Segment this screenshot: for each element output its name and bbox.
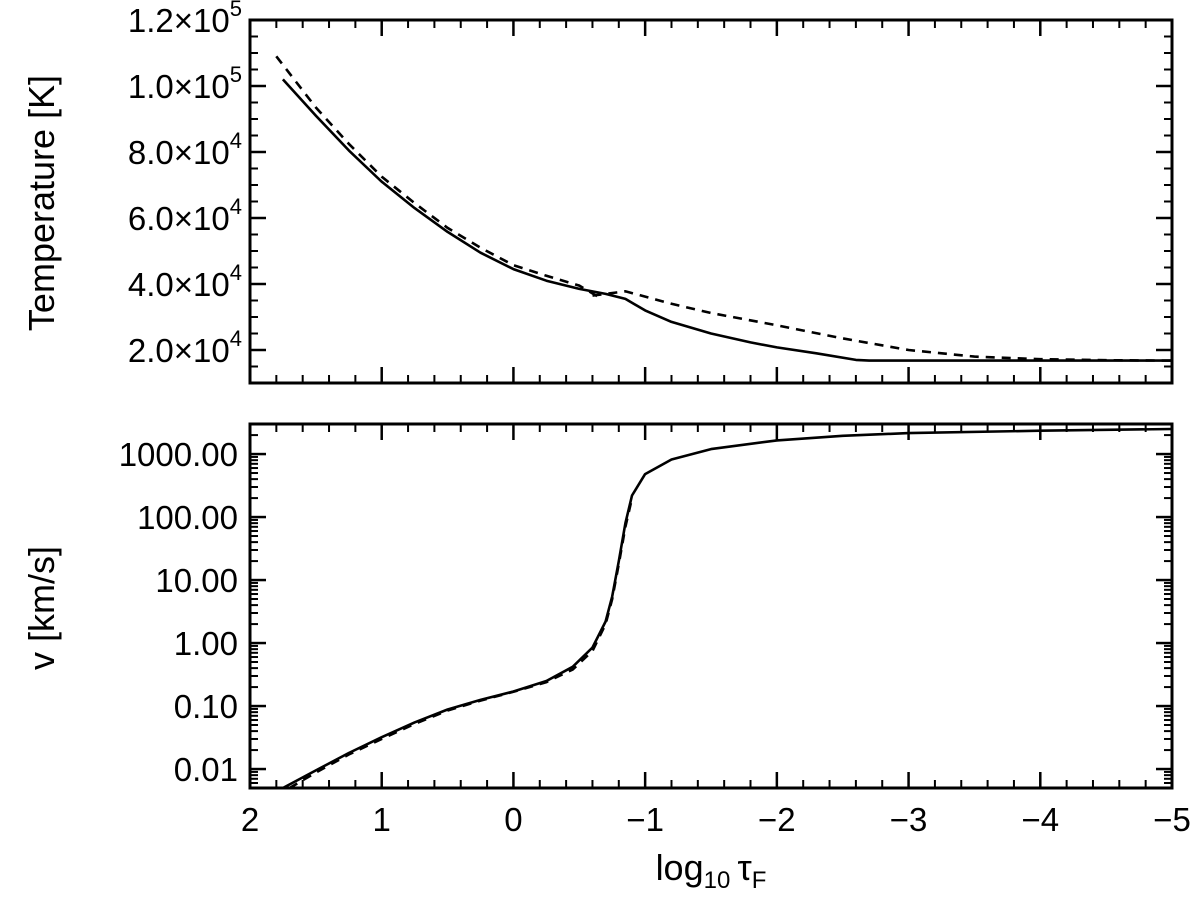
y-tick-exponent: 4 <box>230 128 242 153</box>
y-tick-label: 0.01 <box>174 751 238 788</box>
y-tick-label: 1.2×105 <box>128 0 242 39</box>
y-tick-label: 1.00 <box>174 625 238 662</box>
x-tick-label: 1 <box>373 801 391 838</box>
temperature-panel: 2.0×1044.0×1046.0×1048.0×1041.0×1051.2×1… <box>21 0 1174 385</box>
x-tick-label: −4 <box>1021 801 1059 838</box>
temperature-dashed-line <box>275 55 600 299</box>
x-axis-title-part: log <box>656 847 704 888</box>
x-tick-label: −1 <box>626 801 664 838</box>
y-tick-mantissa: 2.0×10 <box>128 332 230 369</box>
x-axis-title-part: 10 <box>704 867 731 894</box>
y-tick-exponent: 5 <box>230 62 242 87</box>
velocity-panel: 2 1 0 −1 −2 −3 −4 −50.010.101.0010.00100.001000… <box>21 422 1191 894</box>
y-tick-label: 2.0×104 <box>128 326 242 369</box>
y-tick-mantissa: 1.2×10 <box>128 2 230 39</box>
y-tick-mantissa: 1.0×10 <box>128 68 230 105</box>
y-tick-label: 8.0×104 <box>128 128 242 171</box>
y-tick-label: 4.0×104 <box>128 260 242 303</box>
y-tick-label: 1.0×105 <box>128 62 242 105</box>
y-tick-label: 100.00 <box>137 499 238 536</box>
velocity-solid-line <box>282 427 1173 790</box>
temperature-plot-frame <box>248 18 1174 385</box>
velocity-dashed-line <box>288 497 634 790</box>
temperature-dashed-line <box>592 289 1173 362</box>
y-tick-mantissa: 4.0×10 <box>128 266 230 303</box>
y-tick-mantissa: 8.0×10 <box>128 134 230 171</box>
y-tick-exponent: 5 <box>230 0 242 21</box>
y-tick-exponent: 4 <box>230 326 242 351</box>
y-tick-label: 0.10 <box>174 688 238 725</box>
y-tick-mantissa: 6.0×10 <box>128 200 230 237</box>
temperature-solid-line <box>281 78 1172 362</box>
x-tick-label: 0 <box>504 801 522 838</box>
velocity-axis-title: v [km/s] <box>21 546 62 670</box>
x-axis-title: log10 τF <box>656 847 767 894</box>
y-tick-label: 10.00 <box>155 562 238 599</box>
x-tick-label: −5 <box>1153 801 1191 838</box>
x-tick-label: −2 <box>758 801 796 838</box>
y-tick-label: 6.0×104 <box>128 194 242 237</box>
y-tick-label: 1000.00 <box>119 436 238 473</box>
x-tick-label: −3 <box>890 801 928 838</box>
temperature-axis-title: Temperature [K] <box>21 75 62 331</box>
y-tick-exponent: 4 <box>230 194 242 219</box>
y-tick-exponent: 4 <box>230 260 242 285</box>
x-axis-title-part: τ <box>730 847 751 888</box>
x-tick-label: 2 <box>241 801 259 838</box>
x-axis-title-part: F <box>752 867 767 894</box>
